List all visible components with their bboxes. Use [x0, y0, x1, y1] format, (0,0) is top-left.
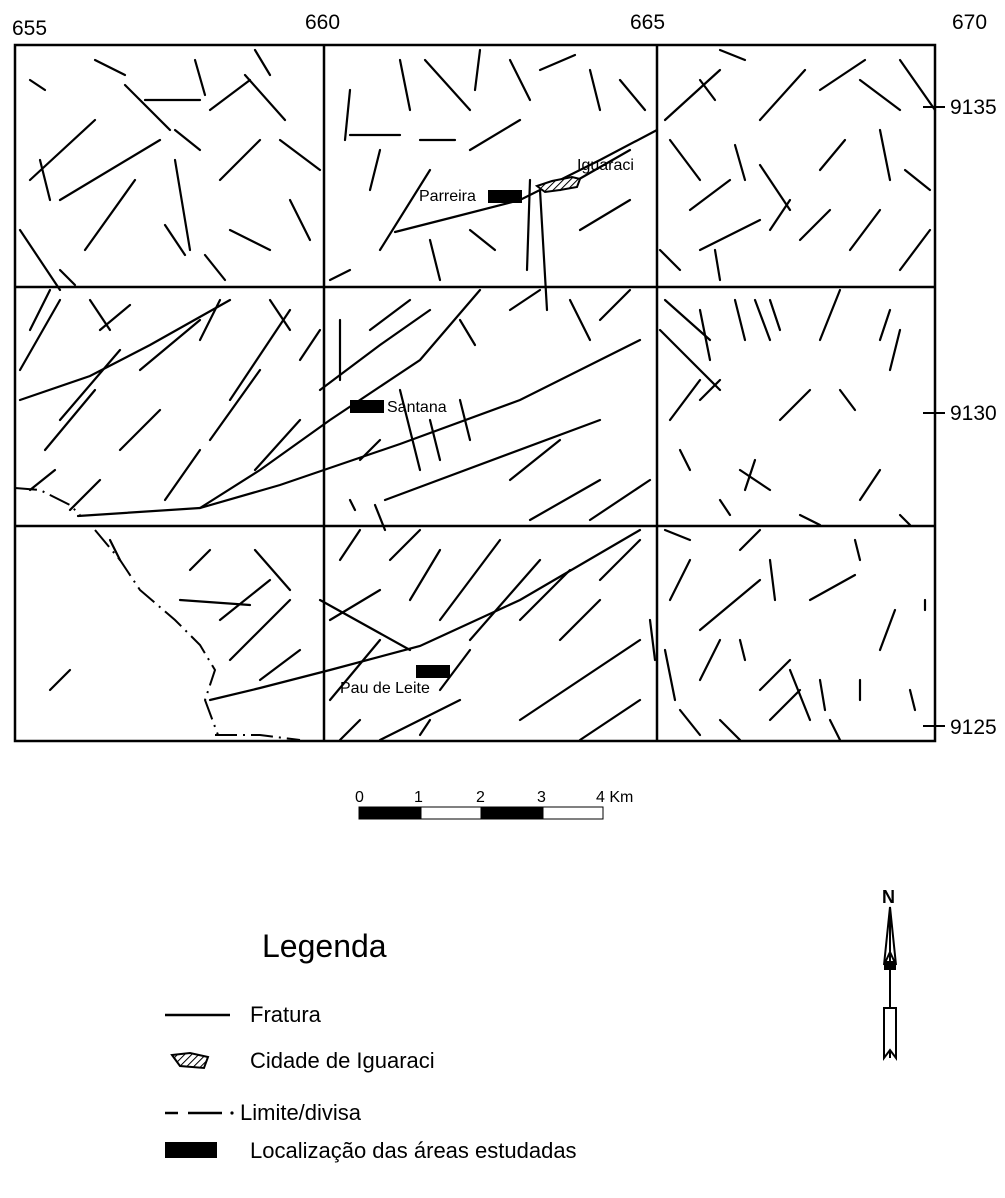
study-areas — [350, 190, 522, 678]
place-labels: Parreira Iguaraci Santana Pau de Leite — [340, 157, 634, 697]
place-label-parreira: Parreira — [419, 188, 476, 205]
legend-item-fratura: Fratura — [150, 1000, 321, 1030]
fracture-lines — [18, 48, 937, 742]
x-tick-label: 670 — [952, 11, 987, 34]
scale-label: 1 — [414, 789, 423, 806]
legend-item-localizacao: Localização das áreas estudadas — [150, 1136, 577, 1166]
legend-label: Cidade de Iguaraci — [250, 1048, 435, 1073]
scale-segment — [542, 806, 604, 820]
legend-label: Localização das áreas estudadas — [250, 1138, 577, 1163]
x-tick-label: 655 — [12, 17, 47, 40]
y-tick-label: 9125 — [950, 716, 997, 739]
hatched-polygon-icon — [150, 1046, 250, 1076]
place-label-iguaraci: Iguaraci — [577, 157, 634, 174]
map-frame — [13, 43, 937, 743]
legend-item-cidade: Cidade de Iguaraci — [150, 1046, 435, 1076]
y-tick-label: 9135 — [950, 96, 997, 119]
north-label: N — [882, 887, 895, 907]
y-tick-label: 9130 — [950, 402, 997, 425]
legend-item-limite: Limite/divisa — [150, 1098, 361, 1128]
scale-label: 3 — [537, 789, 546, 806]
legend-title: Legenda — [262, 928, 387, 964]
x-tick-label: 665 — [630, 11, 665, 34]
scale-segment — [420, 806, 482, 820]
map-grid — [13, 43, 937, 743]
place-label-santana: Santana — [387, 399, 447, 416]
scale-label: 0 — [355, 789, 364, 806]
scale-bar: 0 1 2 3 4 Km — [355, 789, 633, 820]
study-area-pau-de-leite — [416, 665, 450, 678]
legend-label: Fratura — [250, 1002, 321, 1027]
filled-rectangle-icon — [150, 1136, 250, 1166]
city-iguaraci-polygon — [534, 175, 582, 194]
dash-dot-line-icon — [150, 1098, 240, 1128]
north-arrow-icon: N — [882, 887, 897, 1061]
scale-label: 2 — [476, 789, 485, 806]
legend-label: Limite/divisa — [240, 1100, 362, 1125]
place-label-pau-de-leite: Pau de Leite — [340, 680, 430, 697]
study-area-santana — [350, 400, 384, 413]
x-tick-label: 660 — [305, 11, 340, 34]
boundary-lines — [14, 487, 301, 741]
study-area-parreira — [488, 190, 522, 203]
scale-label: 4 Km — [596, 789, 633, 806]
scale-segment — [358, 806, 422, 820]
solid-line-icon — [150, 1000, 250, 1030]
x-axis-labels: 655 660 665 670 — [12, 11, 987, 40]
scale-segment — [480, 806, 544, 820]
